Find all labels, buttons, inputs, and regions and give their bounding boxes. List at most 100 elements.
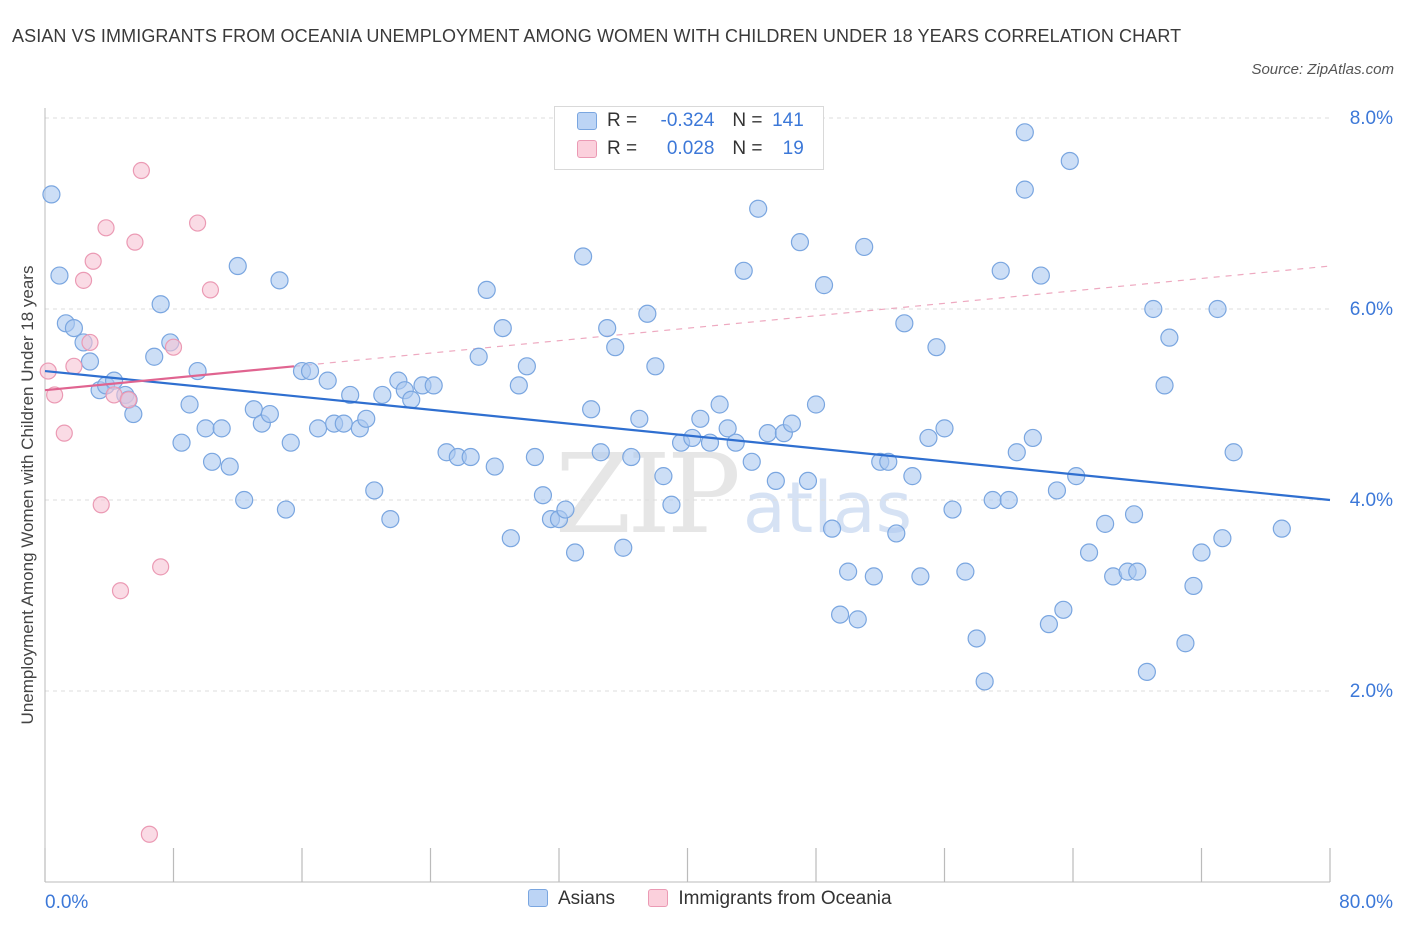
- asians-point: [357, 409, 376, 428]
- asians-point: [726, 433, 745, 452]
- asians-point: [1208, 299, 1227, 319]
- asians-point: [212, 419, 231, 438]
- r-value: -0.324: [660, 110, 715, 131]
- asians-point: [556, 500, 575, 519]
- asians-point: [1054, 600, 1073, 619]
- asians-point: [806, 395, 826, 414]
- asians-point: [638, 304, 657, 323]
- y-tick-label: 2.0%: [1350, 681, 1393, 702]
- asians-point: [975, 672, 994, 691]
- asians-point: [662, 495, 681, 514]
- oceania-point: [65, 357, 83, 375]
- asians-point: [591, 443, 610, 462]
- asians-point: [509, 376, 528, 395]
- asians-point: [485, 457, 504, 476]
- oceania-point: [140, 825, 159, 843]
- asians-point: [1031, 266, 1050, 285]
- asians-point: [1160, 328, 1179, 347]
- asians-point: [270, 271, 289, 290]
- oceania-point: [55, 424, 73, 442]
- asians-point: [565, 543, 585, 562]
- trend-lines: [293, 265, 1331, 367]
- asians-point: [151, 295, 170, 314]
- asians-point: [691, 409, 710, 428]
- asians-point: [622, 447, 641, 467]
- asians-point: [365, 481, 384, 500]
- chart-title: ASIAN VS IMMIGRANTS FROM OCEANIA UNEMPLO…: [12, 26, 1182, 46]
- asians-point: [919, 428, 938, 448]
- asians-point: [630, 409, 649, 428]
- asians-point: [887, 524, 906, 543]
- asians-point: [991, 261, 1010, 280]
- asians-point: [830, 605, 850, 624]
- x-tick-label: 0.0%: [45, 892, 88, 913]
- asians-point: [983, 490, 1002, 510]
- asians-point: [742, 452, 761, 471]
- asians-point: [967, 629, 986, 648]
- x-tick-label: 80.0%: [1339, 892, 1393, 913]
- tick-labels: 2.0% 4.0% 6.0% 8.0% 0.0% 80.0%: [45, 108, 1393, 913]
- grid-lines: [45, 117, 1330, 692]
- asians-point: [903, 467, 922, 486]
- asians-point: [855, 237, 874, 257]
- asians-point: [469, 347, 488, 366]
- asians-point: [1176, 634, 1195, 653]
- oceania-point: [126, 233, 144, 251]
- oceania-point: [152, 558, 170, 576]
- asians-point: [493, 319, 512, 338]
- asians-point: [710, 395, 729, 414]
- legend-row-asians: R = -0.324 N = 141: [577, 110, 804, 138]
- oceania-point: [92, 496, 110, 514]
- asians-point: [525, 447, 545, 467]
- asians-point: [64, 319, 84, 338]
- asians-point: [341, 385, 360, 405]
- asians-point: [50, 266, 69, 285]
- asians-point: [935, 419, 954, 438]
- asians-point: [814, 276, 834, 295]
- asians-point: [598, 319, 617, 338]
- asians-point: [172, 433, 191, 452]
- oceania-point: [164, 338, 183, 356]
- asians-point: [196, 419, 215, 438]
- asians-point: [276, 500, 296, 519]
- asians-point: [80, 352, 100, 371]
- asians-point: [1023, 428, 1042, 448]
- asians-point: [235, 490, 254, 510]
- r-value: 0.028: [666, 138, 715, 159]
- asians-point: [749, 199, 768, 218]
- asians-point: [402, 390, 421, 409]
- n-label: N =: [732, 110, 763, 131]
- oceania-point: [111, 582, 130, 600]
- oceania-point: [74, 271, 93, 289]
- asians-swatch: [577, 111, 597, 130]
- asians-point: [477, 280, 496, 299]
- asians-point: [999, 490, 1018, 510]
- asians-point: [1007, 443, 1026, 462]
- oceania-swatch: [577, 139, 597, 158]
- asians-point: [1047, 481, 1067, 500]
- asians-point: [1039, 615, 1059, 634]
- oceania-point: [105, 386, 123, 404]
- asians-point: [895, 314, 914, 333]
- asians-point: [260, 404, 279, 424]
- asians-point: [1224, 443, 1243, 462]
- asians-point: [424, 376, 443, 395]
- asians-point: [220, 457, 239, 476]
- asians-point: [318, 371, 337, 390]
- legend-label-asians: Asians: [558, 888, 616, 909]
- asians-point: [1015, 123, 1034, 142]
- legend-item-asians: Asians: [528, 888, 615, 910]
- asians-point: [202, 452, 222, 471]
- asians-point: [798, 471, 818, 490]
- y-tick-label: 8.0%: [1350, 108, 1393, 129]
- asians-point: [614, 538, 633, 557]
- legend-item-oceania: Immigrants from Oceania: [648, 888, 892, 910]
- asians-point: [927, 338, 946, 357]
- r-label: R =: [607, 138, 638, 159]
- asians-point: [1155, 376, 1174, 395]
- n-value: 19: [782, 138, 804, 159]
- asians-point: [734, 261, 753, 280]
- asians-point: [1184, 576, 1203, 596]
- y-tick-label: 4.0%: [1350, 490, 1393, 511]
